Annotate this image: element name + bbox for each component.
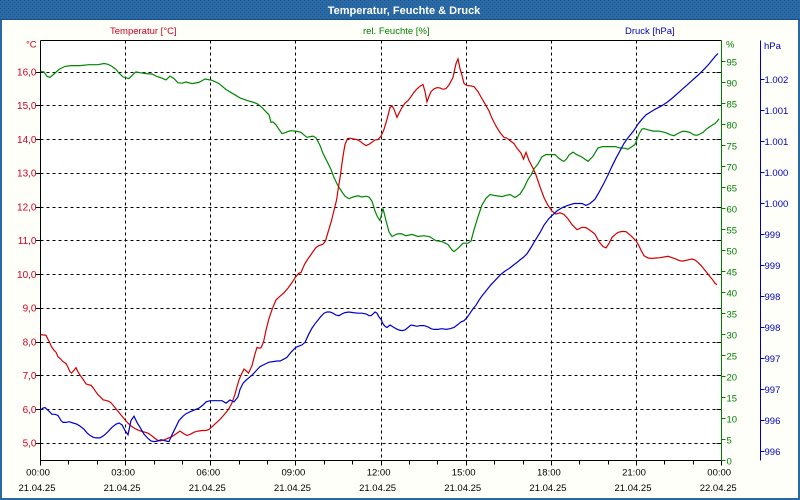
svg-text:45: 45	[727, 267, 738, 278]
svg-text:40: 40	[727, 288, 738, 299]
svg-text:1.000: 1.000	[765, 199, 789, 210]
svg-text:7,0: 7,0	[23, 371, 37, 382]
svg-text:hPa: hPa	[764, 41, 782, 52]
svg-text:1.000: 1.000	[765, 168, 789, 179]
svg-text:35: 35	[727, 309, 738, 320]
svg-text:%: %	[726, 40, 735, 51]
svg-text:21.04.25: 21.04.25	[274, 483, 311, 494]
svg-text:5: 5	[727, 435, 732, 446]
svg-text:6,0: 6,0	[23, 405, 37, 416]
svg-text:95: 95	[727, 57, 738, 68]
svg-text:1.002: 1.002	[765, 75, 789, 86]
svg-text:1.001: 1.001	[765, 106, 789, 117]
svg-text:996: 996	[765, 416, 781, 427]
svg-text:00:00: 00:00	[707, 468, 731, 479]
svg-text:999: 999	[765, 230, 781, 241]
svg-text:12:00: 12:00	[367, 468, 391, 479]
svg-text:55: 55	[727, 225, 738, 236]
svg-text:15: 15	[727, 393, 738, 404]
svg-text:09:00: 09:00	[282, 468, 306, 479]
svg-text:21.04.25: 21.04.25	[529, 483, 566, 494]
svg-text:0: 0	[727, 456, 732, 467]
svg-text:21.04.25: 21.04.25	[19, 483, 56, 494]
svg-text:5,0: 5,0	[23, 439, 37, 450]
svg-text:60: 60	[727, 204, 738, 215]
svg-text:Temperatur, Feuchte & Druck: Temperatur, Feuchte & Druck	[328, 5, 481, 17]
svg-text:13,0: 13,0	[17, 169, 37, 180]
svg-text:21.04.25: 21.04.25	[359, 483, 396, 494]
svg-text:85: 85	[727, 99, 738, 110]
svg-text:20: 20	[727, 372, 738, 383]
svg-text:21.04.25: 21.04.25	[104, 483, 141, 494]
svg-text:999: 999	[765, 261, 781, 272]
svg-text:14,0: 14,0	[17, 135, 37, 146]
svg-text:12,0: 12,0	[17, 203, 37, 214]
svg-text:21.04.25: 21.04.25	[615, 483, 652, 494]
svg-text:00:00: 00:00	[26, 468, 50, 479]
svg-text:rel. Feuchte [%]: rel. Feuchte [%]	[363, 26, 430, 37]
svg-text:997: 997	[765, 385, 781, 396]
svg-text:75: 75	[727, 141, 738, 152]
svg-text:11,0: 11,0	[18, 236, 37, 247]
svg-text:65: 65	[727, 183, 738, 194]
svg-text:10: 10	[727, 414, 738, 425]
svg-text:21.04.25: 21.04.25	[189, 483, 226, 494]
svg-text:998: 998	[765, 292, 781, 303]
svg-text:03:00: 03:00	[111, 468, 135, 479]
svg-text:998: 998	[765, 323, 781, 334]
svg-text:70: 70	[727, 162, 738, 173]
svg-text:Druck [hPa]: Druck [hPa]	[625, 26, 675, 37]
svg-text:06:00: 06:00	[196, 468, 220, 479]
svg-text:90: 90	[727, 78, 738, 89]
svg-text:18:00: 18:00	[537, 468, 561, 479]
svg-text:°C: °C	[26, 40, 37, 51]
svg-text:997: 997	[765, 354, 781, 365]
svg-text:8,0: 8,0	[23, 337, 37, 348]
svg-text:15,0: 15,0	[17, 101, 37, 112]
svg-text:21:00: 21:00	[622, 468, 646, 479]
svg-text:996: 996	[765, 447, 781, 458]
svg-text:22.04.25: 22.04.25	[700, 483, 737, 494]
svg-text:25: 25	[727, 351, 738, 362]
svg-text:30: 30	[727, 330, 738, 341]
svg-text:9,0: 9,0	[23, 304, 37, 315]
svg-text:80: 80	[727, 120, 738, 131]
svg-text:21.04.25: 21.04.25	[444, 483, 481, 494]
svg-text:16,0: 16,0	[17, 68, 37, 79]
svg-text:Temperatur [°C]: Temperatur [°C]	[110, 26, 177, 37]
svg-text:10,0: 10,0	[17, 270, 37, 281]
svg-text:1.001: 1.001	[765, 137, 789, 148]
svg-text:50: 50	[727, 246, 738, 257]
svg-text:15:00: 15:00	[452, 468, 476, 479]
